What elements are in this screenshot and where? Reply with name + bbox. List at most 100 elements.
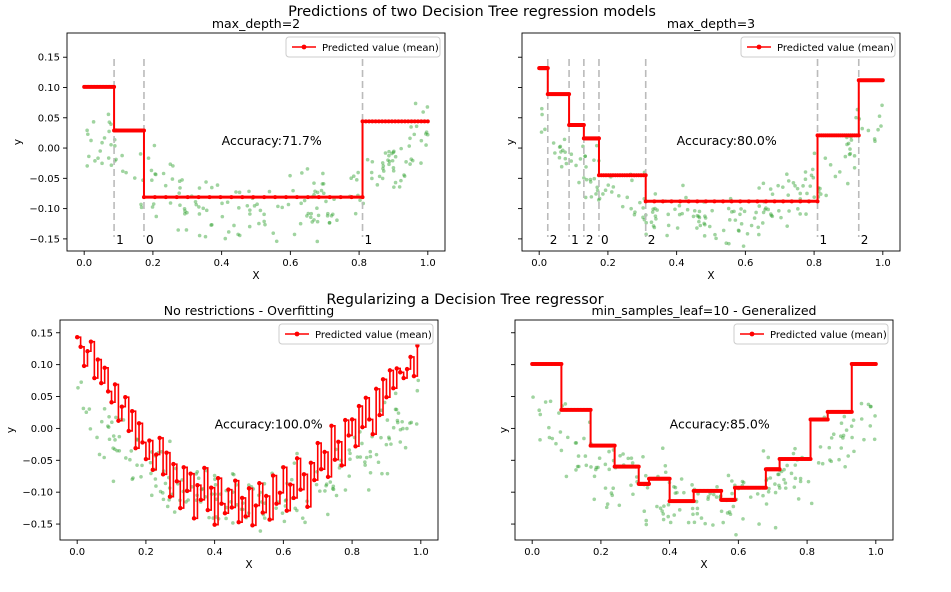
data-point (236, 232, 240, 237)
data-point (697, 215, 702, 220)
data-point (592, 158, 596, 162)
prediction-marker (298, 487, 303, 492)
prediction-marker (267, 517, 272, 522)
data-point (209, 223, 213, 227)
prediction-marker (712, 199, 717, 204)
data-point (215, 183, 220, 187)
data-point (330, 212, 335, 217)
data-point (102, 455, 106, 460)
data-point (828, 458, 832, 462)
data-point (757, 232, 761, 237)
prediction-marker (102, 365, 107, 371)
y-tick-label: 0.05 (38, 113, 60, 124)
data-point (158, 489, 163, 494)
x-axis-label: X (707, 270, 714, 282)
data-point (370, 176, 374, 181)
data-point (267, 189, 272, 194)
data-point (564, 161, 569, 166)
data-point (594, 143, 599, 148)
data-point (232, 223, 236, 228)
prediction-marker (643, 199, 648, 204)
data-point (565, 435, 570, 440)
prediction-marker (105, 389, 111, 394)
data-point (749, 223, 754, 228)
data-point (583, 454, 588, 458)
data-point (846, 454, 851, 458)
data-point (252, 204, 257, 208)
data-point (247, 483, 251, 487)
data-point (754, 210, 758, 215)
data-point (370, 159, 375, 164)
data-point (673, 491, 678, 495)
data-point (741, 517, 745, 521)
data-point (353, 211, 358, 216)
prediction-marker (188, 471, 193, 476)
y-tick-label: 0.10 (38, 83, 60, 94)
plot-area (530, 362, 878, 537)
data-point (642, 509, 647, 513)
data-point (685, 207, 690, 212)
data-point (210, 222, 214, 227)
data-point (363, 463, 367, 467)
data-point (380, 161, 385, 165)
prediction-marker (281, 465, 286, 470)
prediction-marker (262, 195, 267, 200)
x-tick-label: 0.0 (69, 547, 85, 558)
data-point (793, 446, 797, 451)
split-label: 2 (586, 233, 594, 247)
data-point (220, 201, 224, 206)
prediction-marker (386, 119, 391, 124)
x-tick-label: 0.2 (593, 547, 609, 558)
prediction-marker (99, 380, 104, 386)
data-point (85, 164, 90, 168)
data-point (696, 214, 701, 219)
data-point (653, 206, 657, 211)
data-point (551, 141, 556, 145)
data-point (583, 195, 588, 200)
data-point (393, 180, 398, 185)
data-point (399, 146, 403, 151)
data-point (721, 228, 726, 233)
prediction-marker (218, 195, 223, 200)
data-point (869, 404, 873, 409)
x-tick-label: 0.0 (76, 258, 92, 269)
data-point (132, 176, 137, 180)
prediction-marker (349, 417, 355, 422)
data-point (575, 464, 580, 469)
data-point (594, 192, 598, 196)
prediction-marker (338, 195, 343, 200)
prediction-marker (195, 482, 200, 488)
legend: Predicted value (mean) (285, 36, 441, 58)
data-point (395, 418, 400, 423)
y-tick-label: −0.10 (29, 204, 60, 215)
prediction-marker (260, 510, 265, 515)
subplot-title: max_depth=2 (212, 16, 300, 31)
data-point (381, 169, 386, 173)
data-point (408, 162, 412, 166)
data-point (117, 448, 122, 453)
data-point (262, 481, 267, 486)
axes-frame (59, 319, 439, 541)
data-point (334, 493, 339, 498)
data-point (150, 205, 155, 209)
data-point (321, 181, 326, 186)
data-point (699, 516, 704, 520)
data-point (703, 214, 707, 218)
data-point (620, 204, 625, 209)
data-point (607, 449, 611, 454)
x-tick-label: 0.6 (275, 547, 291, 558)
data-point (95, 435, 99, 440)
data-point (680, 211, 684, 216)
data-point (796, 497, 801, 501)
data-point (154, 214, 159, 219)
data-point (553, 151, 557, 155)
data-point (111, 479, 116, 484)
axes-frame (514, 319, 894, 541)
data-point (106, 424, 110, 428)
data-point (138, 152, 143, 156)
data-point (330, 486, 335, 491)
data-point (407, 144, 412, 148)
data-point (292, 461, 297, 465)
prediction-marker (376, 119, 381, 124)
data-point (326, 512, 330, 517)
